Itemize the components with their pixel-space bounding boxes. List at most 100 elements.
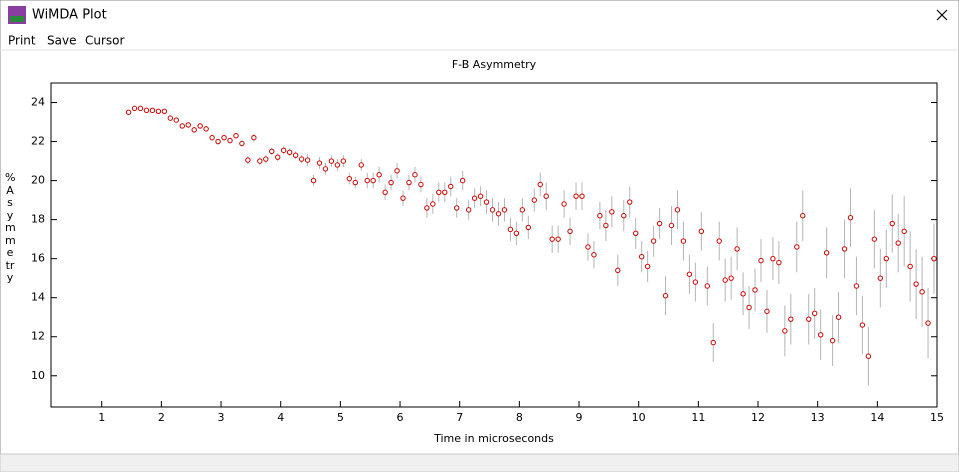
data-point [668,222,675,229]
data-point [340,158,347,164]
data-point [221,134,227,141]
menu-item[interactable]: Print [8,34,36,48]
x-tick-label: 15 [930,411,944,424]
data-point [459,177,466,184]
x-tick-label: 10 [632,411,646,424]
data-point [239,140,245,147]
data-point [806,316,812,322]
data-point [298,156,305,162]
data-point [800,213,806,219]
data-point [215,138,221,145]
data-point [507,226,514,233]
data-point [149,107,156,114]
x-tick-label: 1 [98,411,105,424]
data-point [603,222,609,229]
data-point [465,207,472,213]
data-point [704,283,710,289]
data-point [859,322,866,328]
data-point [471,195,478,201]
data-point [131,105,138,112]
y-tick-label: 24 [31,96,45,109]
data-point [841,246,848,252]
window-title: WiMDA Plot [32,8,107,23]
data-point [633,230,639,236]
data-point [227,137,233,144]
data-point [764,308,770,315]
x-tick-label: 6 [397,411,404,424]
data-point [346,175,353,182]
data-point [501,207,508,213]
menu-item[interactable]: Save [47,34,76,48]
data-point [388,179,394,186]
data-point [621,213,627,219]
data-point [370,177,376,184]
data-point [686,271,693,277]
x-tick-label: 12 [751,411,765,424]
data-point [275,154,281,160]
data-point [794,244,800,250]
y-tick-label: 22 [31,135,45,148]
x-tick-label: 13 [811,411,825,424]
data-point [310,177,317,184]
data-point [609,209,615,215]
data-point [263,156,269,162]
data-point [185,122,191,128]
x-tick-label: 7 [456,411,463,424]
data-point [597,213,603,219]
data-point [698,228,705,235]
chart-title: F-B Asymmetry [452,58,537,71]
data-point [758,257,764,264]
data-point [931,255,937,262]
data-point [167,115,174,121]
data-point [829,337,836,344]
status-bar [0,453,959,472]
data-point [537,181,543,188]
data-point [406,179,412,186]
data-point [304,157,311,163]
data-point [811,310,818,317]
data-point [650,238,657,244]
y-tick-label: 14 [31,291,45,304]
data-point [352,179,358,186]
data-point [442,189,448,196]
y-tick-label: 16 [31,252,45,265]
data-point [412,172,418,178]
data-point [436,189,442,196]
data-point [125,109,132,115]
data-point [292,152,299,158]
data-point [137,105,144,112]
data-point [627,199,633,205]
data-point [400,195,406,201]
data-point [573,193,579,199]
data-point [191,127,197,133]
data-point [853,283,860,289]
data-point [424,205,430,211]
data-point [889,220,895,227]
data-point [316,160,323,166]
data-point [662,293,669,299]
data-point [901,228,907,235]
data-point [233,132,239,139]
x-tick-label: 9 [576,411,583,424]
data-point [555,236,561,242]
menu-item[interactable]: Cursor [85,34,125,48]
y-tick-label: 10 [31,369,45,382]
data-point [895,240,901,246]
data-point [716,238,722,244]
data-point [877,275,884,281]
data-point [364,177,370,184]
data-point [382,189,388,196]
data-point [322,166,329,172]
data-point [847,214,854,221]
data-point [585,244,591,250]
data-point [269,148,275,155]
data-point [495,211,502,217]
data-point [448,183,454,190]
data-point [477,193,484,199]
data-point [871,236,878,242]
close-button[interactable] [936,9,948,21]
data-point [179,123,185,129]
x-tick-label: 11 [691,411,705,424]
